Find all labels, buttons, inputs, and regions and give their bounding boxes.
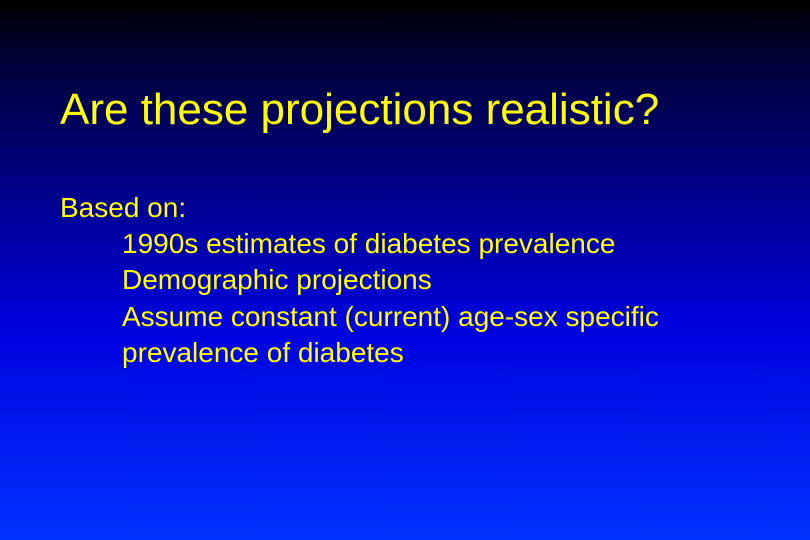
bullet-line: Demographic projections: [122, 262, 750, 298]
body-intro: Based on:: [60, 190, 750, 226]
body-list: 1990s estimates of diabetes prevalence D…: [60, 226, 750, 372]
bullet-line: 1990s estimates of diabetes prevalence: [122, 226, 750, 262]
bullet-line: Assume constant (current) age-sex specif…: [122, 299, 750, 335]
slide-title: Are these projections realistic?: [60, 85, 750, 136]
bullet-line: prevalence of diabetes: [122, 335, 750, 371]
slide-container: Are these projections realistic? Based o…: [0, 0, 810, 540]
